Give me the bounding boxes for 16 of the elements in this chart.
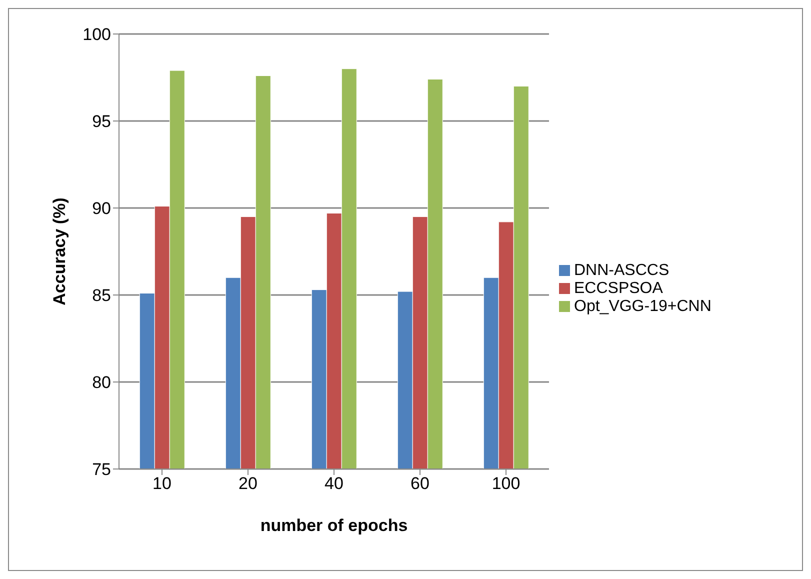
x-tick-label: 100 (492, 474, 520, 494)
y-tick-label: 95 (92, 112, 111, 132)
y-tick-label: 100 (82, 25, 111, 44)
y-tick-label: 80 (92, 373, 111, 392)
legend-label: ECCSPSOA (574, 280, 663, 297)
y-axis-title: Accuracy (%) (50, 198, 70, 306)
y-tick-label: 85 (92, 286, 111, 306)
legend-label: DNN-ASCCS (574, 262, 670, 279)
legend-label: Opt_VGG-19+CNN (574, 298, 712, 315)
x-axis-title: number of epochs (260, 516, 408, 535)
x-tick-label: 10 (152, 474, 172, 494)
x-tick-label: 40 (324, 474, 344, 494)
y-tick-label: 75 (92, 460, 111, 480)
y-tick-label: 90 (92, 199, 111, 218)
x-tick-label: 20 (238, 474, 258, 494)
x-tick-label: 60 (410, 474, 430, 494)
